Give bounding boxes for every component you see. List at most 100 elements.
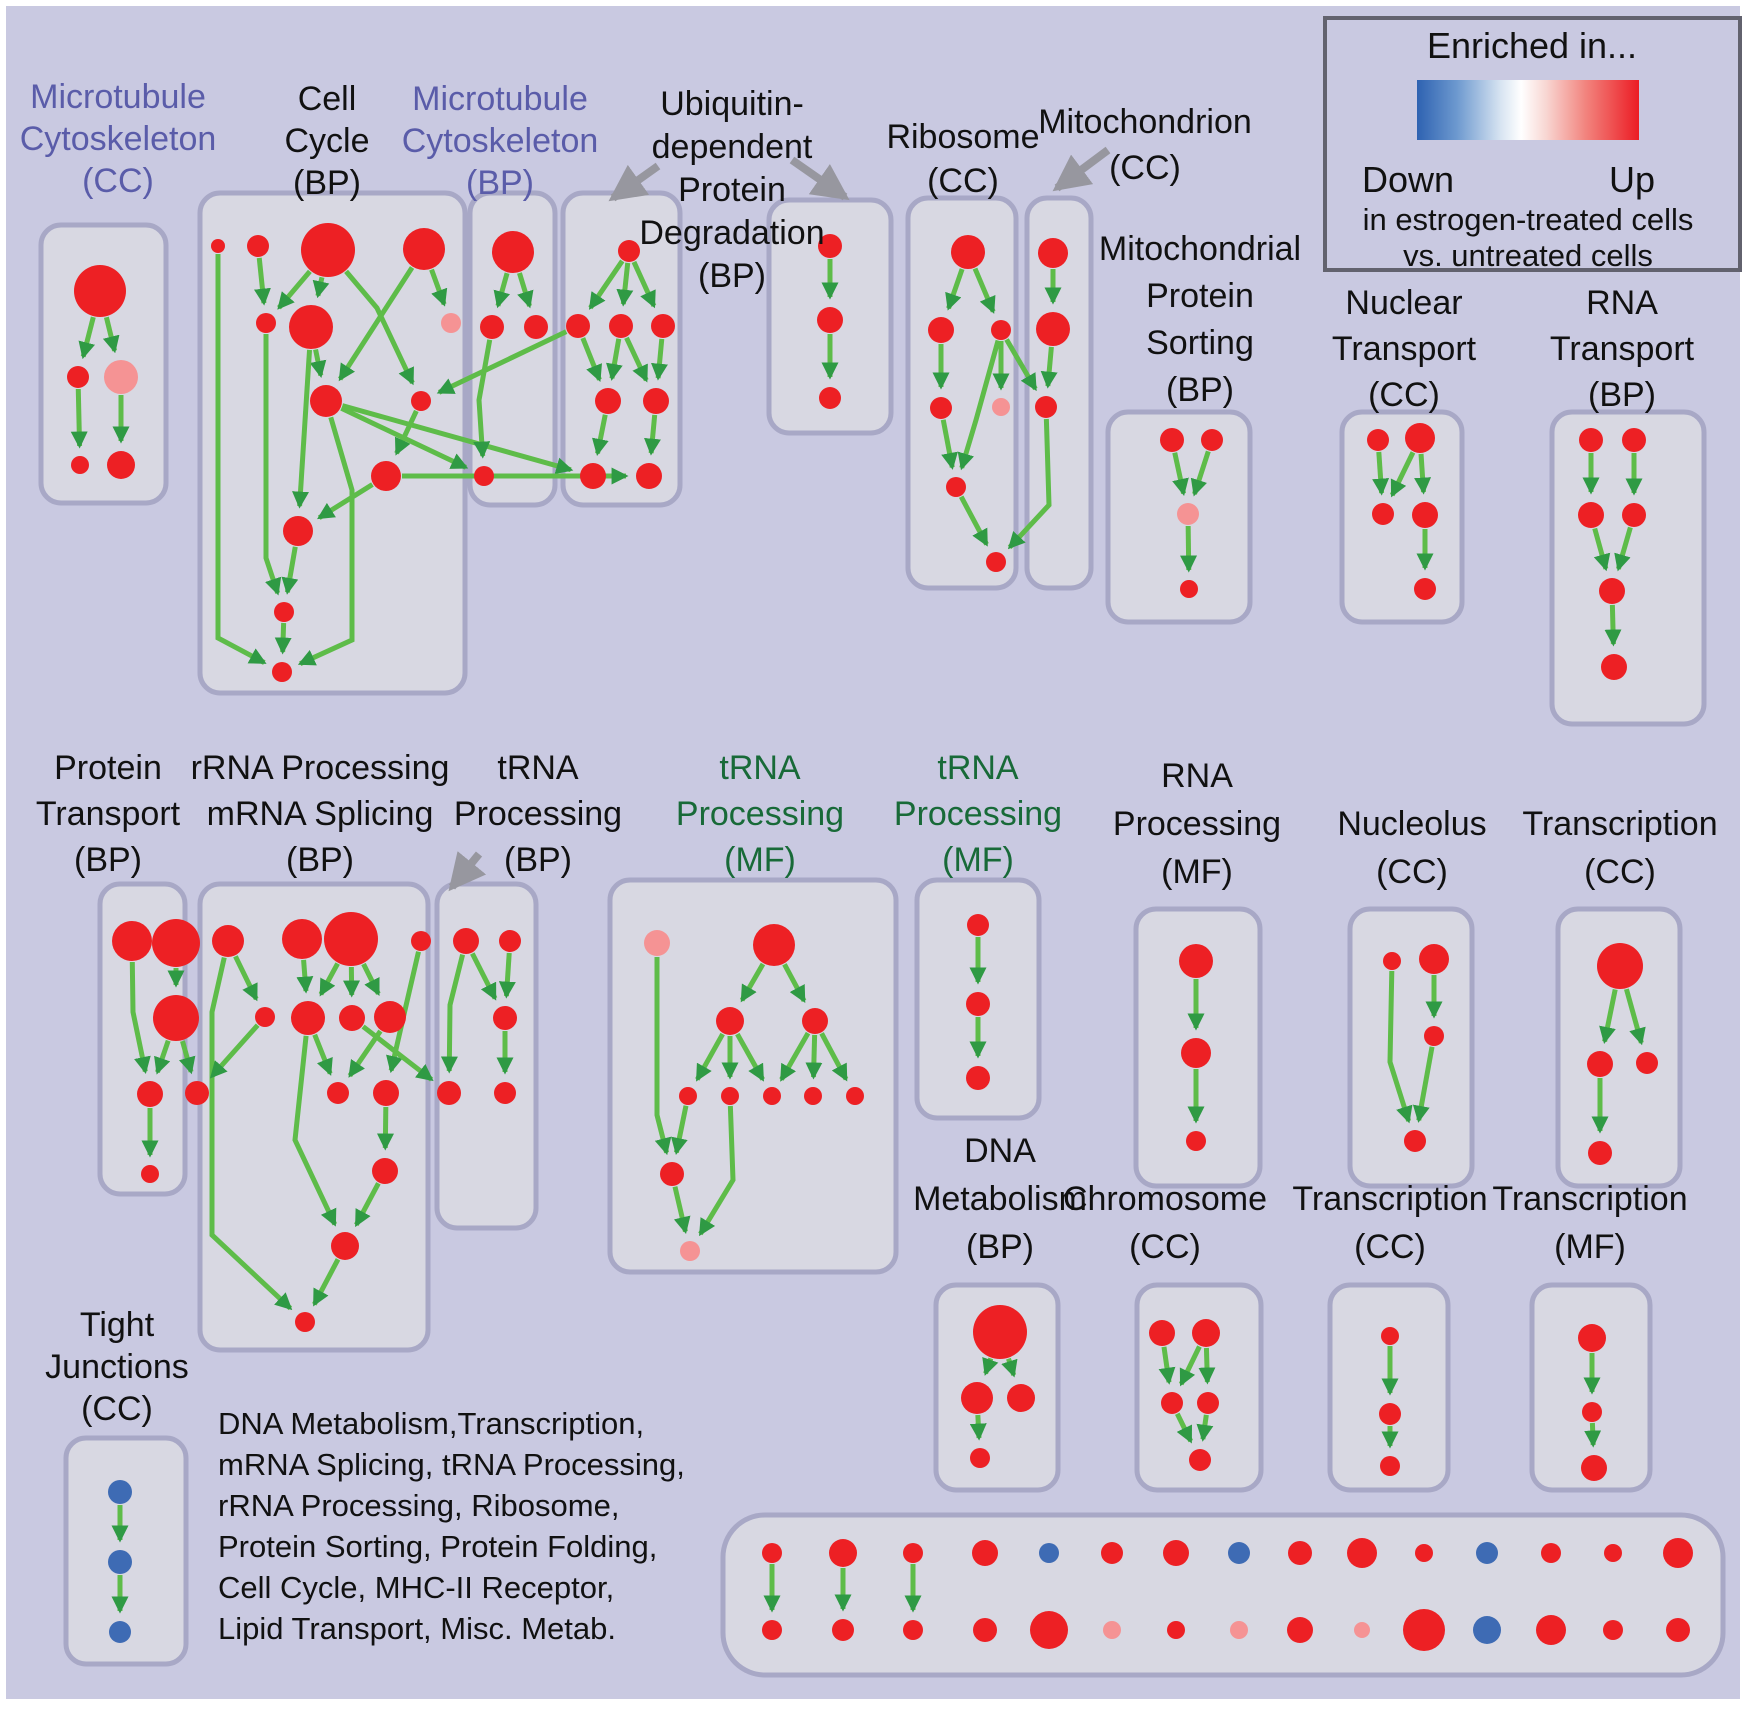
edge-cc.c-to-cc.i	[344, 269, 415, 386]
cluster-label-21-line-2: (CC)	[81, 1390, 153, 1428]
cluster-label-8-line-0: RNA	[1586, 284, 1658, 322]
edge-tmf.x1-to-tmf.y1	[670, 1105, 689, 1155]
edge-cc.d-to-cc.g	[429, 268, 448, 307]
edge-chr.ch4-to-chr.ch5	[1196, 1414, 1214, 1442]
go-node-upda-m1	[566, 314, 590, 338]
go-node-rrna-B2	[291, 1001, 325, 1035]
cluster-label-21-line-1: Junctions	[45, 1348, 189, 1386]
cluster-label-10-line-1: mRNA Splicing	[207, 795, 434, 833]
edge-upda.l1-to-upda.f1	[592, 414, 609, 456]
go-node-nt-q5	[1414, 578, 1436, 600]
edge-rrna.A1-to-rrna.B1	[233, 955, 259, 1002]
shared-node-top-9	[1347, 1538, 1377, 1568]
go-node-upda-f2	[636, 463, 662, 489]
go-node-tmf2-z2	[966, 992, 990, 1016]
shared-node-top-4	[1039, 1543, 1059, 1563]
go-node-upda-f1	[580, 463, 606, 489]
cluster-label-19-line-0: Transcription	[1292, 1180, 1487, 1218]
cluster-label-11-line-2: (BP)	[504, 841, 572, 879]
cluster-label-8-line-2: (BP)	[1588, 376, 1656, 414]
edge-rrna.A3-to-rrna.B2	[318, 962, 340, 997]
go-node-updb-u1	[818, 234, 842, 258]
go-node-pt-s4	[137, 1081, 163, 1107]
edge-mtcc.t-to-mtcc.mr	[102, 316, 120, 354]
cluster-label-7-line-2: (CC)	[1368, 376, 1440, 414]
go-node-mtcc-bl	[71, 456, 89, 474]
go-node-cc-l	[274, 602, 294, 622]
go-node-rib-rt	[951, 235, 985, 269]
edge-tmf.w0-to-tmf.y1	[654, 957, 672, 1156]
cluster-labels: Microtubule Cytoskeleton (CC) Cell Cycle (BP)…	[20, 78, 1718, 1428]
go-node-cc-c	[301, 223, 355, 277]
cluster-box-rna-transport-bp	[1549, 409, 1707, 727]
edge-rrna.A1-to-rrna.F	[209, 957, 293, 1311]
cluster-label-3-line-3: Degradation	[639, 214, 824, 252]
go-node-rrna-C1	[327, 1082, 349, 1104]
go-node-rrna-B4	[374, 1001, 406, 1033]
go-node-tbp-v2	[499, 930, 521, 952]
edge-rrna.E-to-rrna.F	[312, 1258, 341, 1307]
go-node-tmf-w2	[716, 1007, 744, 1035]
go-node-pt-s5	[141, 1165, 159, 1183]
edge-tmf.w1-to-tmf.w3	[782, 963, 807, 1004]
edge-rib.rt-to-rib.rmr	[972, 267, 996, 314]
cluster-label-17-line-0: DNA	[964, 1132, 1036, 1170]
shared-box-nodes	[762, 1538, 1693, 1651]
edge-upda.t-to-upda.m1	[588, 259, 625, 310]
edge-upda.t-to-upda.m3	[631, 260, 657, 309]
go-node-cc-d	[403, 228, 445, 270]
edge-tmf.x2-to-tmf.y2	[698, 1105, 736, 1237]
edge-tmf.w1-to-tmf.w2	[739, 962, 766, 1003]
go-node-nt-q2	[1405, 423, 1435, 453]
misc-text-line-4: Cell Cycle, MHC-II Receptor,	[218, 1570, 614, 1605]
shared-node-bottom-8	[1287, 1617, 1313, 1643]
go-node-nuc-nu1	[1383, 952, 1401, 970]
edge-tbp.v1-to-tbp.v4	[440, 953, 466, 1074]
edge-rrna.B2-to-rrna.C1	[312, 1033, 333, 1076]
go-node-tmf-w1	[753, 924, 795, 966]
go-node-upda-m3	[651, 314, 675, 338]
edge-tmf.w3-to-tmf.x3	[779, 1031, 811, 1082]
go-node-pt-s1	[112, 921, 152, 961]
edge-tmf.y1-to-tmf.y2	[672, 1186, 691, 1235]
go-node-cc-e	[256, 313, 276, 333]
cluster-label-21-line-0: Tight	[80, 1306, 155, 1344]
misc-text-line-5: Lipid Transport, Misc. Metab.	[218, 1611, 616, 1646]
cluster-label-1-line-1: Cycle	[284, 122, 369, 160]
go-node-rnat-r3	[1578, 502, 1604, 528]
misc-text-line-2: rRNA Processing, Ribosome,	[218, 1488, 619, 1523]
shared-node-bottom-11	[1473, 1616, 1501, 1644]
edge-chr.ch2-to-chr.ch3	[1178, 1345, 1202, 1387]
go-node-updb-u3	[819, 387, 841, 409]
shared-node-top-7	[1228, 1542, 1250, 1564]
go-node-mito-n1	[1038, 238, 1068, 268]
edge-upda.m1-to-upda.l1	[580, 337, 602, 383]
edge-mtbp.ml-to-mtbp.b	[473, 339, 493, 459]
go-node-rrna-E	[331, 1232, 359, 1260]
go-node-rib-rml	[928, 317, 954, 343]
go-node-cc-k	[283, 516, 313, 546]
shared-node-top-10	[1415, 1544, 1433, 1562]
cluster-label-13-line-1: Processing	[894, 795, 1062, 833]
go-node-upda-m2	[609, 314, 633, 338]
edge-cc.l-to-cc.m	[274, 622, 292, 655]
edge-rib.rt-to-rib.rml	[945, 268, 965, 311]
cluster-label-0-line-0: Microtubule	[30, 78, 206, 116]
go-node-tcc-tc1	[1597, 943, 1643, 989]
go-node-tbp-v3	[493, 1006, 517, 1030]
cluster-box-trna-processing-bp	[434, 881, 539, 1231]
go-node-rrna-A1	[212, 925, 244, 957]
shared-node-bottom-10	[1403, 1609, 1445, 1651]
edge-tmfb.f2-to-tmfb.f3	[1584, 1422, 1602, 1448]
go-node-mtcc-ml	[67, 366, 89, 388]
shared-node-top-13	[1604, 1544, 1622, 1562]
go-node-tmf-x4	[804, 1087, 822, 1105]
edge-cc.c-to-cc.e	[277, 269, 312, 310]
go-node-tcc-tc2	[1587, 1051, 1613, 1077]
edge-upda.m2-to-upda.l1	[606, 338, 623, 381]
cluster-label-6-line-3: (BP)	[1166, 371, 1234, 409]
go-node-rnat-r2	[1622, 428, 1646, 452]
cluster-label-0-line-1: Cytoskeleton	[20, 120, 217, 158]
misc-text-line-0: DNA Metabolism,Transcription,	[218, 1406, 644, 1441]
edge-cc.e-to-cc.l	[263, 334, 282, 596]
